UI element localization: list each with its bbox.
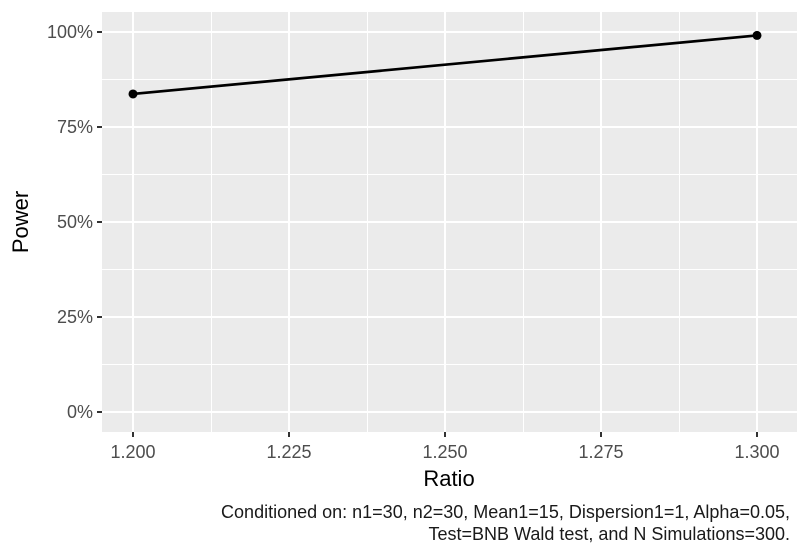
series-line <box>132 34 758 96</box>
x-tick-mark <box>600 432 602 437</box>
y-minor-gridline <box>102 79 797 80</box>
y-tick-label: 25% <box>56 307 93 327</box>
y-tick-mark <box>97 411 102 413</box>
series-layer <box>128 30 762 99</box>
y-tick-label: 50% <box>56 212 93 232</box>
y-tick-label: 75% <box>56 117 93 137</box>
x-tick-label: 1.250 <box>422 442 468 462</box>
y-minor-gridline <box>102 269 797 270</box>
data-point <box>752 30 762 40</box>
plot-panel <box>102 12 797 432</box>
x-tick-mark <box>288 432 290 437</box>
y-tick-label: 0% <box>66 402 93 422</box>
x-tick-label: 1.275 <box>578 442 624 462</box>
x-tick-mark <box>132 432 134 437</box>
x-tick-mark <box>756 432 758 437</box>
caption-line-1: Conditioned on: n1=30, n2=30, Mean1=15, … <box>221 502 790 522</box>
plot-caption: Conditioned on: n1=30, n2=30, Mean1=15, … <box>221 501 790 545</box>
y-tick-mark <box>97 221 102 223</box>
x-axis-title: Ratio <box>423 466 475 491</box>
data-point <box>128 89 138 99</box>
y-minor-gridline <box>102 364 797 365</box>
x-tick-mark <box>444 432 446 437</box>
y-tick-mark <box>97 31 102 33</box>
y-tick-label: 100% <box>46 22 93 42</box>
y-tick-mark <box>97 316 102 318</box>
y-major-gridline <box>102 221 797 223</box>
x-tick-label: 1.225 <box>266 442 312 462</box>
y-major-gridline <box>102 316 797 318</box>
y-major-gridline <box>102 31 797 33</box>
y-major-gridline <box>102 126 797 128</box>
y-minor-gridline <box>102 174 797 175</box>
caption-line-2: Test=BNB Wald test, and N Simulations=30… <box>428 524 790 544</box>
y-tick-mark <box>97 126 102 128</box>
x-tick-label: 1.300 <box>734 442 780 462</box>
x-tick-label: 1.200 <box>110 442 156 462</box>
y-major-gridline <box>102 411 797 413</box>
